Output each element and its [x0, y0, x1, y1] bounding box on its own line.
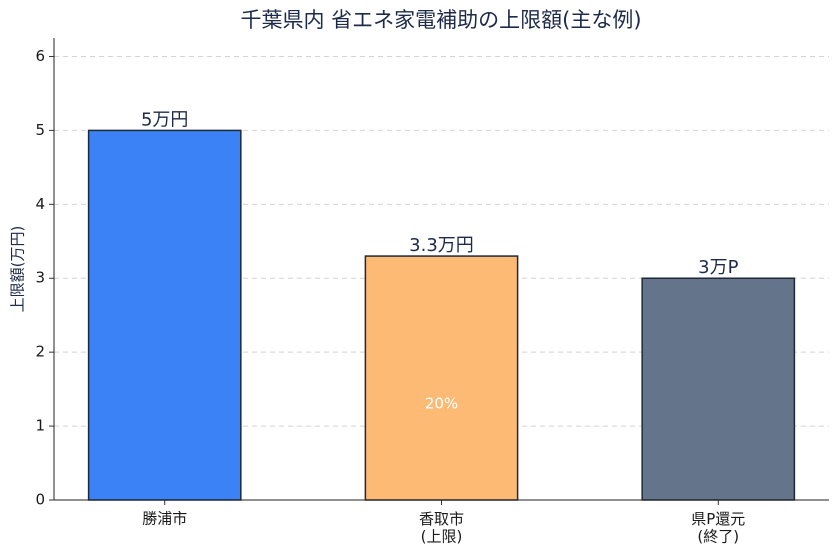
bar — [364, 255, 519, 501]
x-tick-label: 県P還元(終了) — [691, 510, 745, 545]
chart-title: 千葉県内 省エネ家電補助の上限額(主な例) — [240, 8, 641, 32]
value-label: 3.3万円 — [409, 235, 474, 256]
y-tick-label: 3 — [35, 269, 45, 287]
x-tick-label: 勝浦市 — [142, 510, 187, 528]
value-label: 5万円 — [141, 109, 188, 130]
y-axis-label: 上限額(万円) — [9, 226, 27, 313]
y-tick-label: 2 — [35, 343, 45, 361]
bar — [641, 277, 796, 501]
y-tick-label: 5 — [35, 121, 45, 139]
y-tick-label: 1 — [35, 417, 45, 435]
value-label: 3万P — [698, 257, 738, 278]
bar — [87, 129, 242, 501]
y-tick-label: 4 — [35, 195, 45, 213]
annotation: 20% — [425, 395, 458, 413]
y-tick-label: 0 — [35, 491, 45, 509]
y-tick-label: 6 — [35, 47, 45, 65]
x-tick-label: 香取市(上限) — [419, 510, 464, 545]
